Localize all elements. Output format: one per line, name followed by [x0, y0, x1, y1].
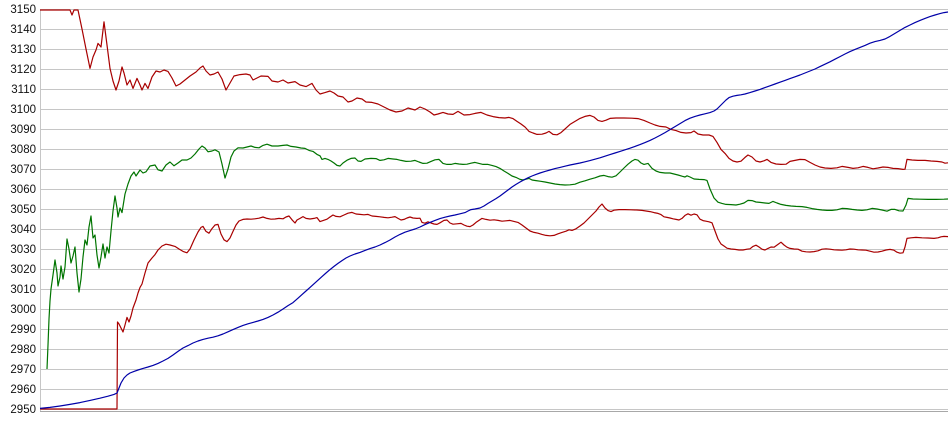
y-axis-tick-label: 2960 — [10, 384, 36, 396]
y-axis-tick-label: 3060 — [10, 184, 36, 196]
y-axis-tick-label: 3090 — [10, 124, 36, 136]
lower-red-line — [40, 203, 949, 410]
y-axis-tick-label: 3130 — [10, 44, 36, 56]
y-axis-tick-label: 3020 — [10, 264, 36, 276]
blue-line — [39, 11, 949, 409]
y-axis-tick-label: 3150 — [10, 4, 36, 16]
y-axis-tick-label: 2950 — [10, 404, 36, 416]
y-axis-tick-label: 3000 — [10, 304, 36, 316]
y-axis-tick-label: 2990 — [10, 324, 36, 336]
y-axis-tick-label: 2980 — [10, 344, 36, 356]
y-axis-tick-label: 3120 — [10, 64, 36, 76]
y-axis-tick-label: 2970 — [10, 364, 36, 376]
y-axis-tick-label: 3070 — [10, 164, 36, 176]
y-axis-tick-label: 3010 — [10, 284, 36, 296]
y-axis-tick-label: 3080 — [10, 144, 36, 156]
upper-red-line — [40, 9, 949, 170]
green-line — [46, 143, 949, 370]
y-axis-tick-label: 3110 — [11, 84, 36, 96]
y-axis-tick-label: 3040 — [10, 224, 36, 236]
y-axis-tick-label: 3140 — [10, 24, 36, 36]
y-axis-tick-label: 3100 — [10, 104, 36, 116]
y-axis-tick-label: 3050 — [10, 204, 36, 216]
y-axis-tick-label: 3030 — [10, 244, 36, 256]
